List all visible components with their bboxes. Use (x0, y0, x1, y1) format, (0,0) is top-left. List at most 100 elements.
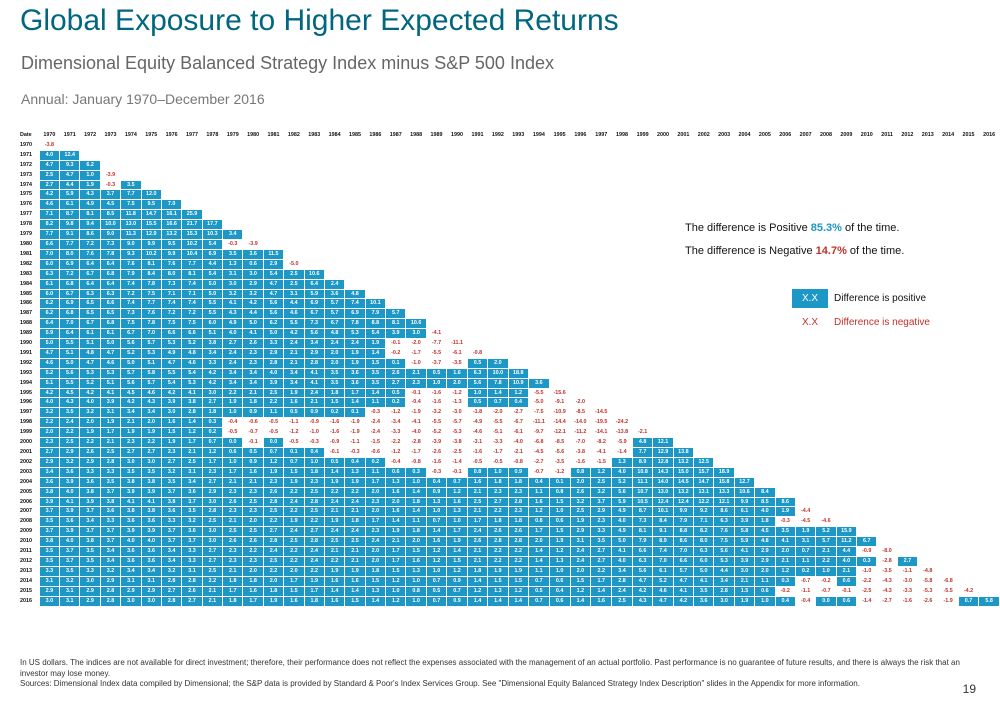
empty-cell (734, 259, 754, 269)
negative-cell: -0.3 (344, 447, 366, 458)
empty-cell (653, 279, 673, 289)
empty-cell (938, 259, 958, 269)
positive-cell: 8.6 (79, 229, 101, 240)
empty-cell (570, 269, 591, 279)
positive-cell: 0.1 (548, 476, 571, 488)
table-row: 2014 3.1 3.2 3.0 2.9 3.1 3.1 2.8 2.8 2.2 1.8 1.8 2.0… (20, 575, 1000, 587)
empty-cell (386, 150, 406, 160)
empty-cell (979, 170, 1000, 180)
table-row: 1996 4.0 4.3 4.0 3.9 4.2 4.3 3.9 3.8 2.7 1.9 1.8 2.2… (20, 397, 1000, 409)
empty-cell (345, 150, 365, 160)
negative-cell: -0.8 (507, 456, 529, 468)
empty-cell (284, 150, 304, 160)
empty-cell (653, 230, 673, 240)
positive-cell: 2.7 (201, 476, 224, 488)
positive-cell: 4.2 (160, 387, 183, 399)
empty-cell (958, 438, 978, 448)
table-row: 1992 4.6 5.0 4.7 4.6 5.0 5.1 4.7 4.6 3.3 2.4 2.3 2.8… (20, 357, 1000, 369)
empty-cell (877, 467, 897, 477)
positive-cell: 2.2 (222, 387, 244, 399)
positive-cell: 3.2 (38, 407, 61, 419)
negative-cell: -1.9 (405, 407, 427, 419)
positive-cell: 5.5 (160, 367, 183, 379)
positive-cell: 1.6 (344, 575, 366, 587)
empty-cell (161, 190, 181, 200)
positive-cell: 8.9 (631, 456, 654, 468)
empty-cell (570, 150, 591, 160)
positive-cell: 3.3 (160, 516, 183, 528)
positive-cell: 6.7 (323, 318, 346, 330)
positive-cell: 13.2 (160, 229, 183, 240)
positive-cell: 1.5 (507, 575, 529, 587)
empty-cell (386, 289, 406, 299)
empty-cell (263, 160, 283, 170)
empty-cell (795, 348, 815, 358)
positive-cell: 10.7 (631, 486, 654, 498)
positive-cell: 2.9 (99, 575, 122, 587)
empty-cell (755, 358, 775, 368)
positive-cell: 3.9 (79, 496, 101, 508)
positive-cell: 4.6 (283, 308, 305, 320)
column-header: 2010 (860, 132, 873, 139)
empty-cell (979, 190, 1000, 200)
empty-cell (612, 329, 633, 339)
positive-cell: 3.5 (222, 248, 244, 260)
empty-cell (161, 140, 181, 150)
negative-cell: -11.2 (569, 427, 592, 439)
positive-cell: 2.4 (283, 496, 305, 508)
empty-cell (897, 348, 917, 358)
positive-cell: 4.7 (262, 288, 285, 300)
empty-cell (202, 210, 222, 220)
positive-cell: 2.1 (222, 565, 244, 577)
positive-cell: 2.3 (242, 486, 264, 498)
empty-cell (694, 309, 714, 319)
negative-cell: -0.5 (487, 456, 509, 468)
positive-cell: 0.1 (344, 407, 366, 419)
positive-cell: 1.3 (405, 565, 427, 577)
empty-cell (447, 200, 468, 210)
positive-cell: 4.7 (59, 169, 81, 181)
negative-cell: -2.7 (507, 407, 529, 419)
positive-cell: 7.4 (344, 298, 366, 310)
empty-cell (877, 279, 897, 289)
empty-cell (508, 279, 528, 289)
empty-cell (324, 140, 344, 150)
empty-cell (979, 368, 1000, 378)
empty-cell (673, 170, 693, 180)
empty-cell (734, 348, 754, 358)
empty-cell (202, 190, 222, 200)
positive-cell: 1.8 (344, 516, 366, 528)
empty-cell (979, 398, 1000, 408)
positive-cell: 2.3 (222, 506, 244, 518)
positive-cell: 14.7 (140, 209, 162, 221)
positive-cell: 9.5 (160, 238, 183, 250)
negative-cell: -8.0 (876, 546, 898, 557)
empty-cell (263, 200, 283, 210)
empty-cell (938, 319, 958, 329)
positive-cell: 13.2 (672, 456, 695, 468)
row-label: 2000 (20, 439, 32, 446)
positive-cell: 0.4 (548, 585, 571, 597)
positive-cell: 3.1 (59, 585, 81, 597)
empty-cell (897, 210, 917, 220)
empty-cell (734, 180, 754, 190)
empty-cell (612, 180, 633, 190)
row-label: 2010 (20, 538, 32, 545)
positive-cell: 5.2 (815, 526, 837, 538)
empty-cell (673, 279, 693, 289)
empty-cell (386, 190, 406, 200)
empty-cell (508, 289, 528, 299)
positive-cell: 10.1 (364, 298, 387, 310)
positive-cell: 3.7 (38, 506, 61, 518)
positive-cell: 9.0 (120, 238, 142, 250)
positive-cell: 2.3 (487, 486, 509, 498)
empty-cell (673, 329, 693, 339)
positive-cell: 6.0 (38, 258, 61, 270)
empty-cell (714, 418, 734, 428)
positive-cell: 2.5 (303, 506, 325, 518)
positive-cell: 1.0 (754, 595, 776, 607)
positive-cell: 4.4 (713, 565, 735, 577)
column-header: 2012 (901, 132, 914, 139)
positive-cell: 1.6 (385, 486, 407, 498)
positive-cell: 2.7 (590, 555, 613, 567)
